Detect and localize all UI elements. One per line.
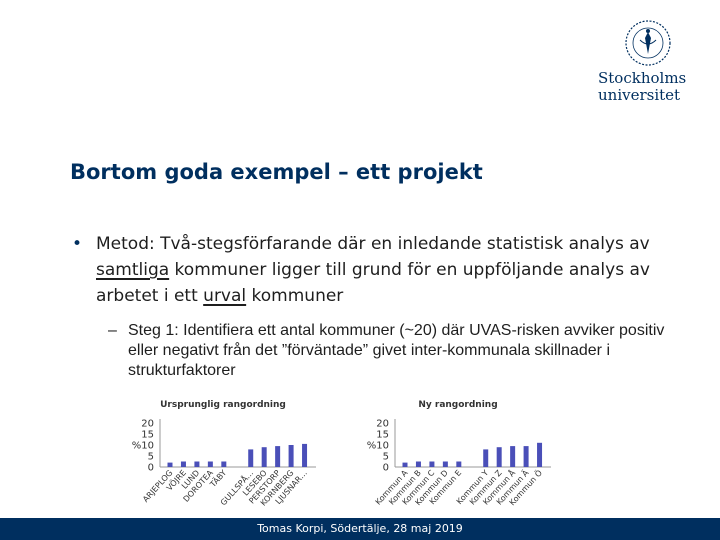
bullet-dot-icon: • [72,234,83,254]
logo-text-line2: universitet [598,86,681,104]
bar [275,446,281,467]
y-tick-label: %10 [132,441,154,452]
bar [442,461,448,467]
bar [261,447,267,467]
sub-bullet: – Steg 1: Identifiera ett antal kommuner… [108,321,678,381]
sub-bullet-dash: – [108,322,117,339]
y-tick-label: 15 [141,430,154,441]
bar [523,446,529,467]
bar [456,461,462,467]
y-tick-label: 0 [148,463,154,474]
bar [429,461,435,467]
chart-title: Ny rangordning [418,400,497,410]
university-logo: Stockholms universitet [598,18,698,108]
bar [207,461,213,467]
y-tick-label: 20 [141,419,154,430]
y-tick-label: 20 [376,419,389,430]
bullet-part3: kommuner [246,286,344,306]
bullet-underline1: samtliga [96,260,170,280]
bullet-part2: kommuner ligger till grund för en uppföl… [96,260,650,306]
bar [537,442,543,467]
bar [415,461,421,467]
y-tick-label: 0 [383,463,389,474]
main-bullet: • Metod: Två-stegsförfarande där en inle… [72,231,672,309]
bar [194,461,200,467]
slide-title: Bortom goda exempel – ett projekt [70,160,483,184]
bar [402,462,408,467]
y-tick-label: %10 [367,441,389,452]
bar [483,449,489,467]
y-tick-label: 5 [148,452,154,463]
main-bullet-text: Metod: Två-stegsförfarande där en inleda… [96,231,672,309]
bar [496,447,502,467]
logo-text-line1: Stockholms [598,69,687,87]
university-seal-icon [625,20,671,66]
bar [288,445,294,467]
bar [167,462,173,467]
bar [510,446,516,467]
bullet-underline2: urval [203,286,247,306]
bullet-part1: Metod: Två-stegsförfarande där en inleda… [96,234,650,254]
bar [302,443,308,467]
bar [248,449,254,467]
y-tick-label: 15 [376,430,389,441]
y-tick-label: 5 [383,452,389,463]
bar [221,461,227,467]
chart-original-ranking: Ursprunglig rangordning2015%1050ARJEPLOG… [132,400,316,508]
footer: Tomas Korpi, Södertälje, 28 maj 2019 [0,518,720,540]
bar [180,461,186,467]
sub-bullet-text: Steg 1: Identifiera ett antal kommuner (… [128,322,665,379]
chart-title: Ursprunglig rangordning [160,400,286,410]
